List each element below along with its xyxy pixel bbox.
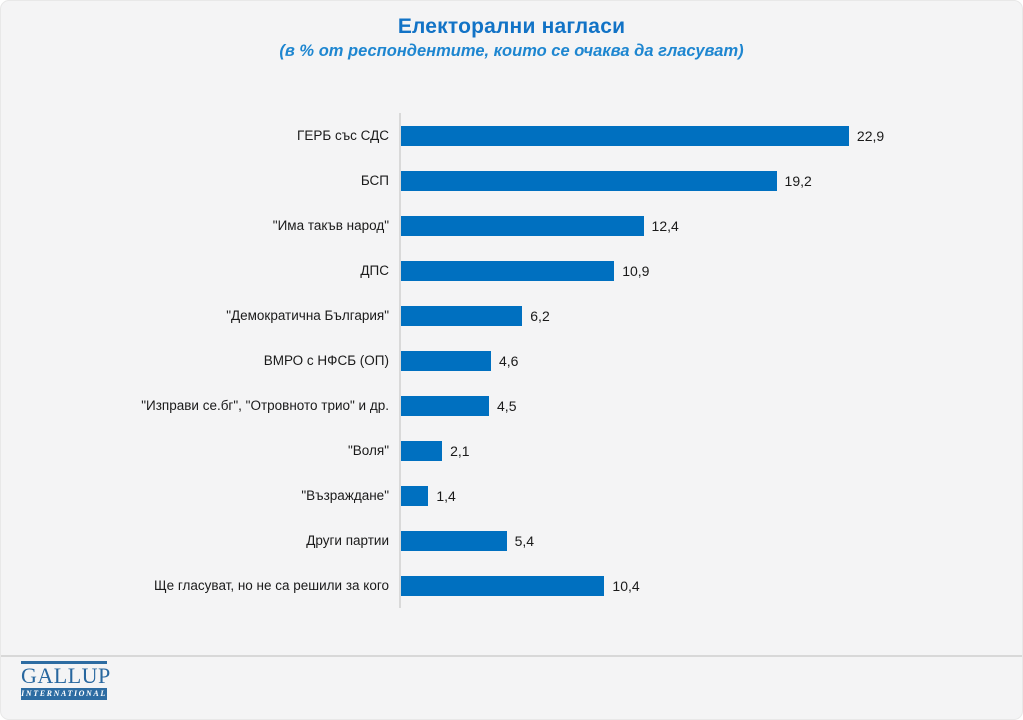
chart-row: ГЕРБ със СДС 22,9 xyxy=(1,113,1022,158)
category-label: ВМРО с НФСБ (ОП) xyxy=(263,353,389,368)
bar xyxy=(401,440,443,461)
chart-row: Други партии 5,4 xyxy=(1,518,1022,563)
category-label: БСП xyxy=(360,173,389,188)
value-label: 5,4 xyxy=(514,532,535,549)
category-label: ДПС xyxy=(360,263,389,278)
bar xyxy=(401,530,507,551)
bar-chart: ГЕРБ със СДС 22,9 БСП 19,2 "Има такъв народ"… xyxy=(1,113,1022,608)
bar xyxy=(401,575,605,596)
value-label: 4,5 xyxy=(497,397,517,414)
plot-area: 4,5 xyxy=(399,383,1022,428)
bar xyxy=(401,125,849,146)
bar xyxy=(401,305,523,326)
category-label: "Има такъв народ" xyxy=(272,218,389,233)
value-label: 22,9 xyxy=(856,127,885,144)
value-label: 6,2 xyxy=(530,307,550,324)
bar xyxy=(401,485,429,506)
footer-divider xyxy=(1,655,1022,657)
value-label: 4,6 xyxy=(498,352,519,369)
plot-area: 6,2 xyxy=(399,293,1022,338)
plot-area: 5,4 xyxy=(399,518,1022,563)
category-label: "Изправи се.бг", "Отровното трио" и др. xyxy=(141,398,389,413)
value-label: 10,9 xyxy=(622,262,650,279)
value-label: 1,4 xyxy=(436,487,456,504)
bar xyxy=(401,215,644,236)
chart-row: БСП 19,2 xyxy=(1,158,1022,203)
value-label: 12,4 xyxy=(651,217,679,234)
chart-subtitle: (в % от респондентите, които се очаква д… xyxy=(279,42,744,60)
category-label: "Демократична България" xyxy=(226,308,389,323)
bar xyxy=(401,170,777,191)
bar xyxy=(401,260,615,281)
bar xyxy=(401,395,490,416)
chart-title: Електорални нагласи xyxy=(397,15,626,38)
chart-row: ВМРО с НФСБ (ОП) 4,6 xyxy=(1,338,1022,383)
chart-row: "Има такъв народ" 12,4 xyxy=(1,203,1022,248)
plot-area: 22,9 xyxy=(399,113,1022,158)
logo-top-rule xyxy=(21,661,107,664)
plot-area: 4,6 xyxy=(399,338,1022,383)
category-label: Ще гласуват, но не са решили за кого xyxy=(154,578,389,593)
chart-row: "Воля" 2,1 xyxy=(1,428,1022,473)
plot-area: 1,4 xyxy=(399,473,1022,518)
plot-area: 19,2 xyxy=(399,158,1022,203)
category-label: ГЕРБ със СДС xyxy=(297,128,389,143)
plot-area: 10,4 xyxy=(399,563,1022,608)
chart-row: Ще гласуват, но не са решили за кого 10,4 xyxy=(1,563,1022,608)
value-label: 19,2 xyxy=(784,172,812,189)
value-label: 2,1 xyxy=(450,442,470,459)
plot-area: 10,9 xyxy=(399,248,1022,293)
bar xyxy=(401,350,491,371)
category-label: "Възраждане" xyxy=(301,488,389,503)
logo-name-text: GALLUP xyxy=(21,663,111,688)
category-label: "Воля" xyxy=(348,443,389,458)
chart-row: ДПС 10,9 xyxy=(1,248,1022,293)
chart-header: Електорални нагласи (в % от респондентит… xyxy=(1,1,1022,61)
chart-row: "Изправи се.бг", "Отровното трио" и др. 4… xyxy=(1,383,1022,428)
logo-sub-text: INTERNATIONAL xyxy=(21,688,107,700)
plot-area: 12,4 xyxy=(399,203,1022,248)
value-label: 10,4 xyxy=(612,577,640,594)
plot-area: 2,1 xyxy=(399,428,1022,473)
chart-row: "Демократична България" 6,2 xyxy=(1,293,1022,338)
gallup-logo: GALLUP INTERNATIONAL xyxy=(21,661,111,700)
category-label: Други партии xyxy=(306,533,389,548)
chart-row: "Възраждане" 1,4 xyxy=(1,473,1022,518)
